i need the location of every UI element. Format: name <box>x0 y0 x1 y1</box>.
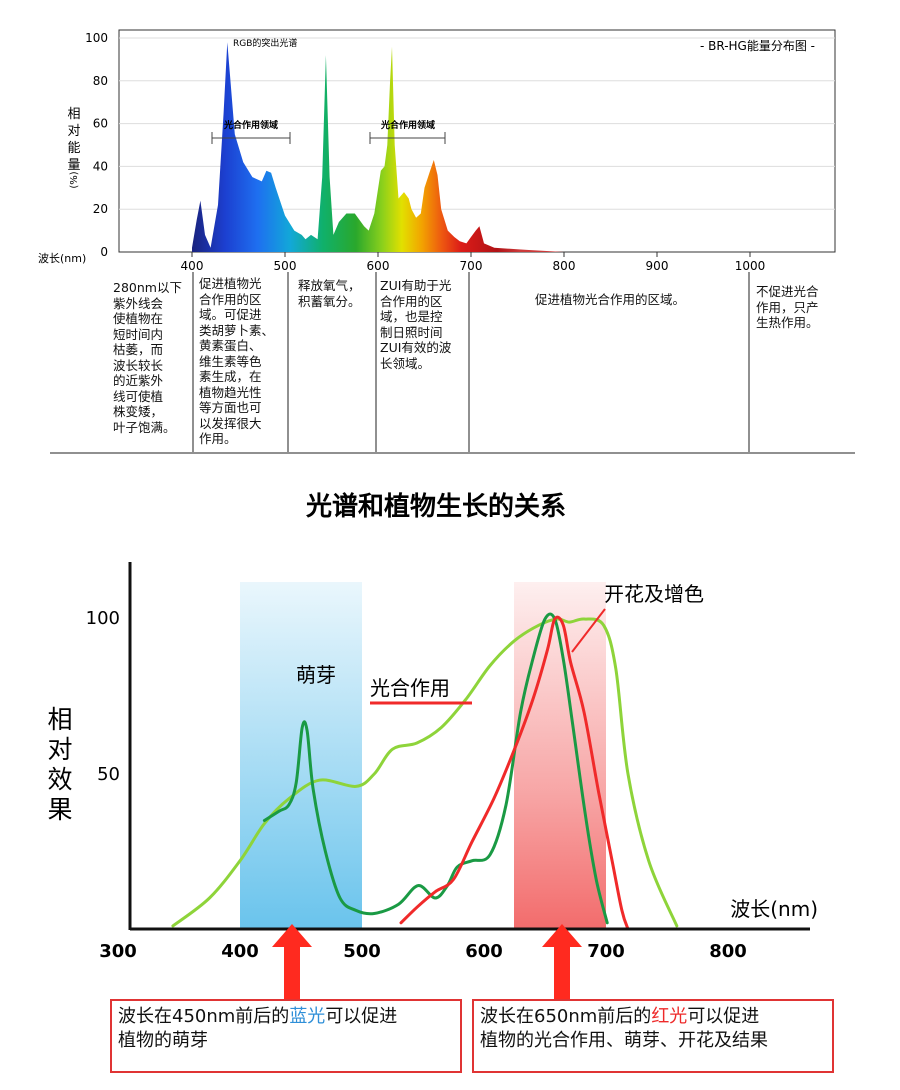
bottom-ylabel-char-2: 对 <box>47 735 72 764</box>
bottom-curves <box>171 612 679 931</box>
top-y-ticks: 0 20 40 60 80 100 <box>85 31 108 259</box>
top-xtick-label: 900 <box>646 259 669 273</box>
note-box-red: 波长在650nm前后的红光可以促进 植物的光合作用、萌芽、开花及结果 <box>472 999 834 1073</box>
top-ylabel-char-3: 能 <box>67 141 80 156</box>
top-x-ticks: 400 500 600 700 800 900 1000 <box>181 252 766 273</box>
desc-infrared: 不促进光合 作用，只产 生热作用。 <box>756 284 819 330</box>
note-blue-highlight: 蓝光 <box>289 1006 326 1027</box>
top-ytick-label: 40 <box>93 159 108 173</box>
desc-far-red: 促进植物光合作用的区域。 <box>534 292 685 307</box>
bottom-xtick-label: 300 <box>99 941 137 962</box>
rgb-peak-label: RGB的突出光谱 <box>233 37 297 49</box>
bottom-ylabel-char-4: 果 <box>47 795 72 824</box>
red-arrow <box>542 924 582 999</box>
region-bracket-1 <box>211 132 291 144</box>
note-blue-pre: 波长在450nm前后的 <box>118 1006 290 1027</box>
region-label-1: 光合作用领域 <box>223 119 278 131</box>
bottom-xtick-label: 400 <box>221 941 259 962</box>
label-sprout: 萌芽 <box>296 663 336 687</box>
spectrum-area <box>192 42 564 252</box>
top-xtick-label: 1000 <box>735 259 766 273</box>
top-ylabel-char-4: 量 <box>67 158 80 173</box>
desc-green: 释放氧气， 积蓄氧分。 <box>298 278 361 309</box>
bottom-xtick-label: 500 <box>343 941 381 962</box>
label-flowering-leader <box>571 608 606 653</box>
curve-flowering <box>399 615 630 931</box>
top-xtick-label: 700 <box>460 259 483 273</box>
bottom-xtick-label: 700 <box>587 941 625 962</box>
blue-arrow <box>272 924 312 999</box>
top-ytick-label: 80 <box>93 74 108 88</box>
top-ylabel-char-2: 对 <box>67 124 80 139</box>
top-xtick-label: 400 <box>181 259 204 273</box>
top-chart-title: - BR-HG能量分布图 - <box>700 39 815 53</box>
bottom-ytick-100: 100 <box>86 608 120 629</box>
note-blue-line1: 波长在450nm前后的蓝光可以促进 <box>118 1005 454 1029</box>
top-ytick-label: 0 <box>100 245 108 259</box>
curve-sprout <box>262 612 609 925</box>
desc-red: ZUI有助于光 合作用的区 域，也是控 制日照时间 ZUI有效的波 长领域。 <box>380 278 452 371</box>
region-bracket-2 <box>369 132 446 144</box>
region-table-lines <box>50 272 855 454</box>
desc-uv: 280nm以下 紫外线会 使植物在 短时间内 枯萎，而 波长较长 的近紫外 线可… <box>113 280 182 435</box>
bottom-ytick-50: 50 <box>97 764 120 785</box>
top-ytick-label: 20 <box>93 202 108 216</box>
top-xtick-label: 500 <box>274 259 297 273</box>
blue-light-band <box>240 582 362 929</box>
bottom-ylabel-char-1: 相 <box>47 705 72 734</box>
bottom-ylabel-char-3: 效 <box>47 765 72 794</box>
top-ytick-label: 100 <box>85 31 108 45</box>
note-red-pre: 波长在650nm前后的 <box>480 1006 652 1027</box>
top-xlabel: 波长(nm) <box>38 252 86 265</box>
note-blue-line2: 植物的萌芽 <box>118 1030 208 1051</box>
bottom-xtick-label: 600 <box>465 941 503 962</box>
top-ylabel-char-1: 相 <box>67 107 80 122</box>
label-flowering: 开花及增色 <box>604 582 704 606</box>
note-blue-post: 可以促进 <box>325 1006 398 1027</box>
bottom-xlabel: 波长(nm) <box>730 897 818 921</box>
note-box-blue: 波长在450nm前后的蓝光可以促进 植物的萌芽 <box>110 999 462 1073</box>
top-ylabel-unit: (%) <box>69 171 80 188</box>
note-red-line1: 波长在650nm前后的红光可以促进 <box>480 1005 826 1029</box>
top-xtick-label: 800 <box>553 259 576 273</box>
bottom-chart-title: 光谱和植物生长的关系 <box>305 491 566 522</box>
bottom-xtick-label: 800 <box>709 941 747 962</box>
bottom-x-ticks: 300 400 500 600 700 800 <box>99 941 747 962</box>
note-red-post: 可以促进 <box>687 1006 760 1027</box>
desc-blue: 促进植物光 合作用的区 域。可促进 类胡萝卜素、 黄素蛋白、 维生素等色 素生成… <box>199 276 275 446</box>
region-label-2: 光合作用领域 <box>380 119 435 131</box>
label-photosynthesis: 光合作用 <box>370 676 450 700</box>
top-xtick-label: 600 <box>367 259 390 273</box>
curve-photosynthesis <box>171 617 679 928</box>
note-red-highlight: 红光 <box>651 1006 688 1027</box>
note-red-line2: 植物的光合作用、萌芽、开花及结果 <box>480 1030 768 1051</box>
top-ytick-label: 60 <box>93 117 108 131</box>
